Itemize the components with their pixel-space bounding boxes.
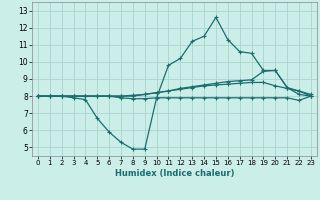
X-axis label: Humidex (Indice chaleur): Humidex (Indice chaleur)	[115, 169, 234, 178]
